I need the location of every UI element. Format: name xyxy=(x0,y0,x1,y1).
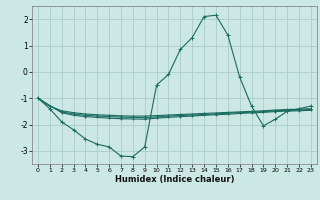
X-axis label: Humidex (Indice chaleur): Humidex (Indice chaleur) xyxy=(115,175,234,184)
